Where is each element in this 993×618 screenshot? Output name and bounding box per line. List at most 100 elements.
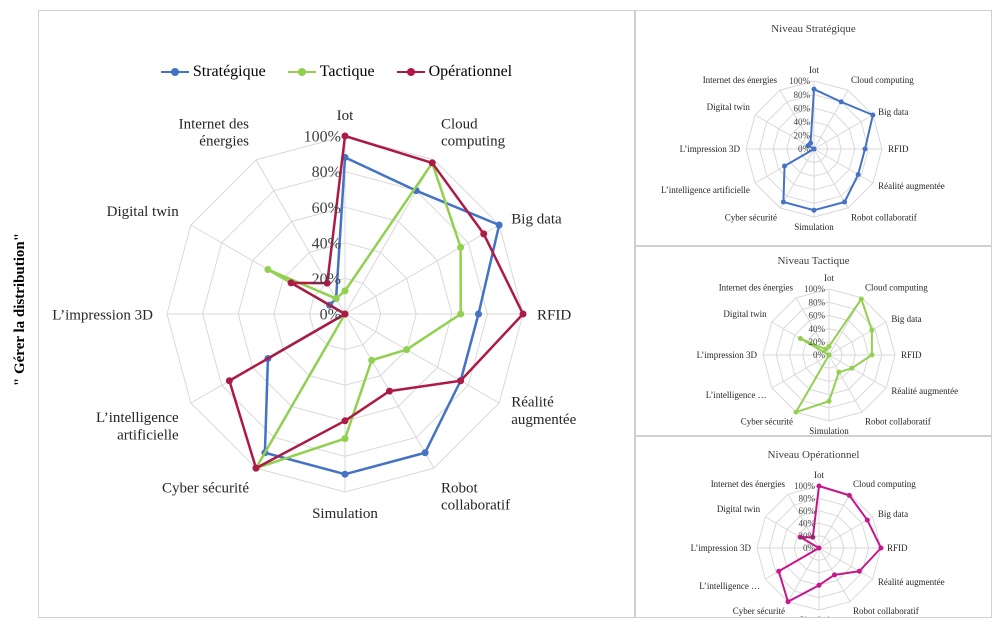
category-label-line: augmentée [511, 412, 576, 428]
mini-chart-title: Niveau Stratégique [771, 23, 856, 35]
category-label: Cyber sécurité [725, 212, 777, 222]
data-point [836, 369, 842, 375]
data-point [870, 112, 876, 118]
category-label-line: Digital twin [107, 204, 180, 220]
legend-label: Tactique [319, 63, 375, 80]
category-label-line: Réalité [511, 395, 554, 411]
series-stratégique [261, 153, 503, 478]
data-point [225, 377, 233, 385]
tick-label: 80% [794, 90, 811, 100]
category-label: Internet des énergies [179, 116, 250, 149]
data-point [403, 346, 411, 354]
mini-chart-strategique: Niveau Stratégique 0% 20% 40% 60% 80% 100% Iot… [635, 10, 992, 246]
grid-spoke [818, 494, 851, 549]
category-label: Robot collaboratif [441, 480, 510, 513]
category-label: Digital twin [723, 309, 767, 319]
legend-item-strategique: Stratégique [160, 63, 266, 81]
category-label: Internet des énergies [711, 479, 786, 489]
category-label: Iot [824, 273, 834, 283]
category-label: Iot [337, 108, 354, 124]
data-point [838, 99, 844, 105]
category-label: Réalité augmentée [878, 577, 945, 587]
category-label: L’intelligence … [706, 390, 767, 400]
category-label-line: RFID [537, 307, 571, 323]
category-label: Iot [809, 65, 819, 75]
category-label-line: énergies [199, 134, 249, 150]
category-label-line: Iot [814, 470, 824, 480]
data-point [341, 287, 349, 295]
data-point [808, 140, 814, 146]
category-label-line: Iot [337, 108, 354, 124]
data-point [811, 207, 817, 213]
grid-spoke [779, 148, 815, 209]
radar-grid [745, 80, 883, 218]
category-label-line: Big data [511, 211, 562, 227]
category-label: Réalité augmentée [511, 395, 576, 428]
legend-item-operationnel: Opérationnel [396, 63, 513, 81]
legend-swatch [160, 66, 189, 78]
category-label: Réalité augmentée [878, 181, 945, 191]
data-point [797, 336, 803, 341]
category-label: Big data [511, 211, 562, 227]
category-label: Robot collaboratif [853, 606, 919, 616]
data-point [793, 409, 799, 415]
data-point [776, 568, 782, 574]
data-point [386, 387, 393, 395]
data-point [457, 243, 465, 251]
category-label-line: L’intelligence artificielle [661, 185, 750, 195]
data-point [341, 310, 349, 318]
category-label: L’intelligence artificielle [96, 410, 179, 443]
category-label-line: Cloud computing [853, 479, 916, 489]
data-point [519, 310, 527, 318]
tick-label: 60% [312, 200, 341, 217]
category-label: Simulation [799, 615, 839, 617]
data-point [855, 172, 861, 177]
category-label: L’impression 3D [680, 144, 741, 154]
category-label: Cloud computing [865, 283, 928, 293]
data-point [495, 221, 503, 229]
series-line [228, 134, 525, 470]
category-label-line: computing [441, 134, 506, 150]
tick-label: 20% [794, 131, 811, 141]
category-label: RFID [537, 307, 571, 323]
category-label-line: Cyber sécurité [162, 480, 249, 496]
grid-spoke [255, 159, 346, 315]
legend-label: Opérationnel [428, 63, 513, 80]
category-label: Simulation [312, 506, 378, 522]
grid-spoke [344, 159, 435, 315]
category-label-line: L’impression 3D [680, 144, 741, 154]
data-point [421, 449, 429, 457]
category-label-line: Robot collaboratif [865, 417, 931, 427]
data-point [252, 464, 260, 472]
data-point [480, 230, 488, 238]
category-label-line: Réalité augmentée [878, 577, 945, 587]
category-label: Cyber sécurité [741, 417, 793, 427]
grid-spoke [828, 354, 887, 389]
data-point [862, 146, 868, 152]
legend-item-tactique: Tactique [287, 63, 375, 81]
category-label: Robot collaboratif [851, 212, 917, 222]
series-line [780, 86, 876, 213]
category-label-line: Big data [878, 509, 908, 519]
data-point [457, 377, 465, 385]
category-label-line: collaboratif [441, 498, 510, 514]
category-label-line: Robot collaboratif [853, 606, 919, 616]
data-point [341, 132, 349, 140]
category-label: Internet des énergies [719, 283, 794, 293]
main-radar-chart: 0% 20% 40% 60% 80% 100% Iot Cloud computing Big d… [52, 108, 576, 522]
data-point [810, 534, 816, 540]
category-label-line: L’impression 3D [691, 543, 752, 553]
data-point [341, 470, 349, 478]
mini-radar-strategique: 0% 20% 40% 60% 80% 100%Iot Cloud computing Big … [661, 65, 945, 232]
data-point [826, 352, 832, 358]
category-label: Simulation [794, 222, 834, 232]
tick-label: 100% [804, 284, 826, 294]
category-label: Digital twin [707, 102, 751, 112]
mini-chart-title: Niveau Opérationnel [767, 449, 860, 461]
category-label: Big data [878, 107, 908, 117]
category-label-line: Réalité augmentée [878, 181, 945, 191]
category-label: L’intelligence artificielle [661, 185, 750, 195]
category-label: RFID [887, 543, 908, 553]
category-label-line: Internet des énergies [719, 283, 794, 293]
category-label: RFID [888, 144, 909, 154]
